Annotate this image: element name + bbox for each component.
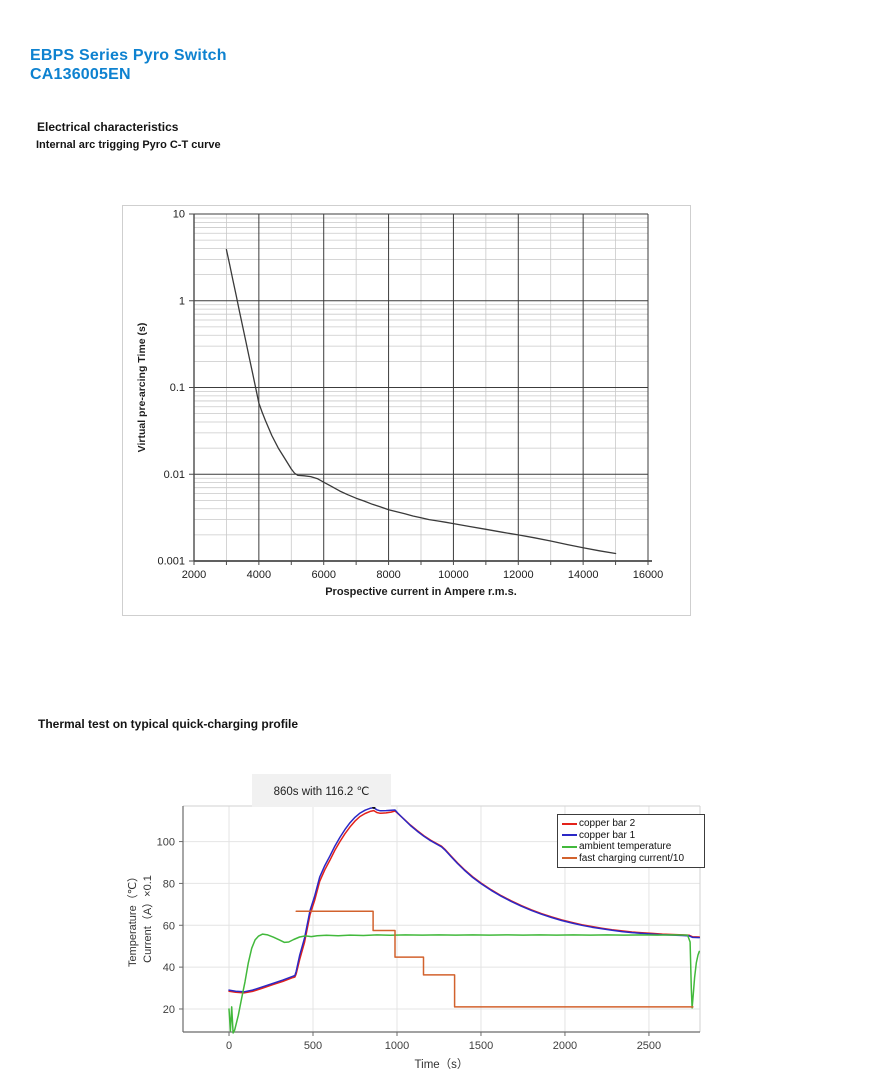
- svg-text:60: 60: [163, 920, 175, 932]
- chart1-ylabel: Virtual pre-arcing Time (s): [136, 323, 148, 453]
- svg-text:0.001: 0.001: [157, 556, 185, 568]
- series-pre-arcing-time: [225, 248, 617, 555]
- chart2-ylabel-line2: Current（A）×0.1: [141, 875, 154, 963]
- svg-text:1500: 1500: [469, 1040, 493, 1052]
- document-title-line2: CA136005EN: [30, 66, 131, 83]
- svg-text:10000: 10000: [438, 569, 469, 581]
- legend-line-swatch: [562, 834, 577, 837]
- chart2-ylabel-line1: Temperature（℃）: [126, 871, 139, 967]
- thermal-test-svg: 0 500 1000 1500 2000 2500 20 40 60 80 100 Time（s） Te…: [126, 805, 701, 1071]
- svg-text:12000: 12000: [503, 569, 534, 581]
- legend-line-swatch: [562, 845, 577, 848]
- series-ambient-temperature: [228, 933, 701, 1034]
- chart2-xlabel: Time（s）: [415, 1058, 469, 1071]
- svg-text:16000: 16000: [633, 569, 664, 581]
- document-title: EBPS Series Pyro Switch CA136005EN: [30, 46, 227, 84]
- section2-heading: Thermal test on typical quick-charging p…: [38, 717, 299, 731]
- svg-text:2500: 2500: [637, 1040, 661, 1052]
- legend-line-swatch: [562, 857, 577, 860]
- thermal-test-chart: 0 500 1000 1500 2000 2500 20 40 60 80 100 Time（s） Te…: [110, 770, 770, 1080]
- series-copper-bar-1: [228, 806, 701, 993]
- ct-curve-chart: 2000 4000 6000 8000 10000 12000 14000 16000 10 1 0…: [122, 205, 691, 616]
- legend-item-copper-bar-2: copper bar 2: [562, 818, 698, 830]
- svg-text:1000: 1000: [385, 1040, 409, 1052]
- ct-curve-svg: 2000 4000 6000 8000 10000 12000 14000 16000 10 1 0…: [136, 209, 664, 599]
- legend-label: ambient temperature: [579, 841, 672, 853]
- legend-label: copper bar 2: [579, 818, 636, 830]
- svg-text:4000: 4000: [247, 569, 271, 581]
- svg-text:0: 0: [226, 1040, 232, 1052]
- svg-text:80: 80: [163, 878, 175, 890]
- svg-text:500: 500: [304, 1040, 322, 1052]
- chart1-xlabel: Prospective current in Ampere r.m.s.: [325, 586, 517, 598]
- svg-text:40: 40: [163, 962, 175, 974]
- section1-subheading: Internal arc trigging Pyro C-T curve: [36, 139, 221, 151]
- svg-text:0.01: 0.01: [164, 469, 185, 481]
- series-fast-charging-current-10: [295, 910, 694, 1008]
- document-title-line1: EBPS Series Pyro Switch: [30, 47, 227, 64]
- svg-text:1: 1: [179, 295, 185, 307]
- svg-text:8000: 8000: [376, 569, 400, 581]
- section1-heading: Electrical characteristics: [37, 120, 179, 134]
- svg-text:2000: 2000: [553, 1040, 577, 1052]
- svg-text:6000: 6000: [311, 569, 335, 581]
- legend-item-ambient-temperature: ambient temperature: [562, 841, 698, 853]
- legend-label: copper bar 1: [579, 829, 636, 841]
- legend-item-copper-bar-1: copper bar 1: [562, 830, 698, 842]
- svg-text:100: 100: [157, 837, 175, 849]
- svg-text:2000: 2000: [182, 569, 206, 581]
- svg-text:14000: 14000: [568, 569, 599, 581]
- legend-item-fast-charging-current-10: fast charging current/10: [562, 853, 698, 865]
- legend-line-swatch: [562, 822, 577, 825]
- legend: copper bar 2 copper bar 1 ambient temperat…: [557, 814, 705, 868]
- peak-annotation: 860s with 116.2 ℃: [252, 774, 391, 807]
- svg-text:10: 10: [173, 209, 185, 221]
- svg-text:0.1: 0.1: [170, 382, 185, 394]
- legend-label: fast charging current/10: [579, 852, 685, 864]
- svg-text:20: 20: [163, 1004, 175, 1016]
